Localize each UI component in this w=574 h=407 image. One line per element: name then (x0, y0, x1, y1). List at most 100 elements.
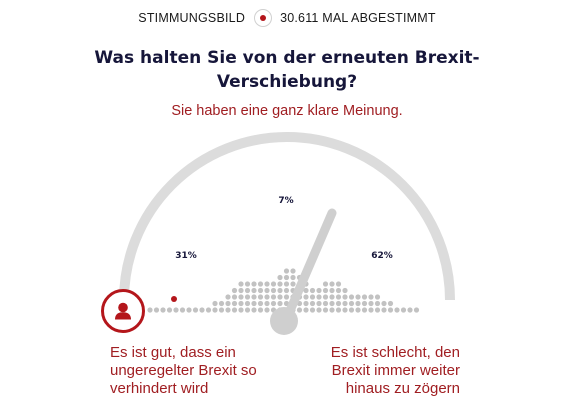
vote-dot (400, 307, 407, 313)
gauge-arc (119, 132, 455, 301)
vote-dot (374, 300, 381, 307)
vote-dot (212, 300, 218, 307)
vote-dot (316, 300, 322, 307)
vote-dot (153, 307, 160, 313)
vote-dot (264, 300, 270, 307)
vote-dot (309, 287, 316, 294)
vote-dot (264, 281, 270, 287)
vote-dot (257, 307, 264, 313)
vote-dot (257, 294, 264, 300)
vote-dot (303, 294, 309, 300)
vote-dot (251, 300, 257, 307)
vote-dot (303, 300, 309, 307)
vote-dot (277, 294, 283, 300)
vote-dot (264, 307, 270, 313)
vote-dot (199, 307, 205, 313)
vote-dot (348, 300, 355, 307)
vote-dot (368, 300, 374, 307)
vote-dot (413, 307, 420, 313)
middle-percent-label: 7% (278, 196, 293, 206)
vote-dot (335, 307, 342, 313)
vote-dot (322, 307, 329, 313)
vote-dot (238, 281, 244, 287)
vote-dot (186, 307, 192, 313)
vote-dot (361, 307, 368, 313)
vote-dot (348, 294, 355, 300)
vote-dot (238, 300, 244, 307)
vote-dot (257, 300, 264, 307)
vote-dot (244, 294, 251, 300)
vote-dot (270, 281, 277, 287)
vote-dot (231, 300, 238, 307)
vote-dot (355, 300, 361, 307)
vote-dot (257, 281, 264, 287)
vote-dot (160, 307, 166, 313)
vote-dot (329, 294, 335, 300)
vote-dot (257, 287, 264, 294)
vote-dot (225, 294, 231, 300)
vote-dot (296, 307, 303, 313)
vote-dot (322, 300, 329, 307)
vote-dot (303, 307, 309, 313)
option-left[interactable]: Es ist gut, dass ein ungeregelter Brexit… (110, 344, 257, 397)
poll-label: STIMMUNGSBILD (138, 11, 246, 25)
vote-dot (290, 274, 296, 281)
vote-dot (387, 307, 394, 313)
vote-dot (309, 300, 316, 307)
vote-dot (283, 287, 290, 294)
vote-dot (283, 294, 290, 300)
user-avatar[interactable] (101, 289, 145, 333)
vote-dot (407, 307, 413, 313)
vote-dot (264, 287, 270, 294)
vote-dot (290, 281, 296, 287)
live-indicator-icon (254, 9, 273, 27)
vote-dot (244, 281, 251, 287)
vote-dot (329, 300, 335, 307)
vote-dot (381, 300, 387, 307)
vote-dot (368, 307, 374, 313)
vote-dot (322, 281, 329, 287)
vote-dot (329, 281, 335, 287)
vote-dot (303, 287, 309, 294)
vote-dot (225, 307, 231, 313)
vote-dot (316, 287, 322, 294)
option-right[interactable]: Es ist schlecht, den Brexit immer weiter… (330, 344, 460, 397)
vote-count: 30.611 MAL ABGESTIMMT (280, 11, 436, 25)
vote-dot (270, 294, 277, 300)
poll-meta: STIMMUNGSBILD 30.611 MAL ABGESTIMMT (0, 7, 574, 29)
vote-dot (218, 307, 225, 313)
vote-dot (244, 307, 251, 313)
vote-dot (192, 307, 199, 313)
vote-dot (342, 287, 348, 294)
vote-dot (283, 268, 290, 274)
vote-dot (277, 300, 283, 307)
vote-dot (387, 300, 394, 307)
vote-dot (335, 281, 342, 287)
vote-dot (218, 300, 225, 307)
vote-dot (283, 281, 290, 287)
vote-dot (283, 274, 290, 281)
vote-dot (238, 287, 244, 294)
gauge-needle-hub (270, 307, 298, 335)
poll-question: Was halten Sie von der erneuten Brexit-V… (94, 48, 480, 92)
vote-dot (251, 307, 257, 313)
gauge-needle[interactable] (281, 208, 337, 325)
vote-dot (251, 281, 257, 287)
vote-dot (290, 268, 296, 274)
vote-dot (355, 307, 361, 313)
vote-dot (329, 287, 335, 294)
vote-dot (374, 294, 381, 300)
vote-dot (361, 294, 368, 300)
poll-subtitle: Sie haben eine ganz klare Meinung. (171, 103, 403, 119)
vote-dot (329, 307, 335, 313)
vote-dot (322, 287, 329, 294)
vote-dot (205, 307, 212, 313)
vote-dot (394, 307, 400, 313)
vote-dot (231, 287, 238, 294)
vote-dot (244, 287, 251, 294)
vote-dot (251, 294, 257, 300)
vote-dot (309, 307, 316, 313)
vote-dot (335, 300, 342, 307)
vote-dot (231, 307, 238, 313)
